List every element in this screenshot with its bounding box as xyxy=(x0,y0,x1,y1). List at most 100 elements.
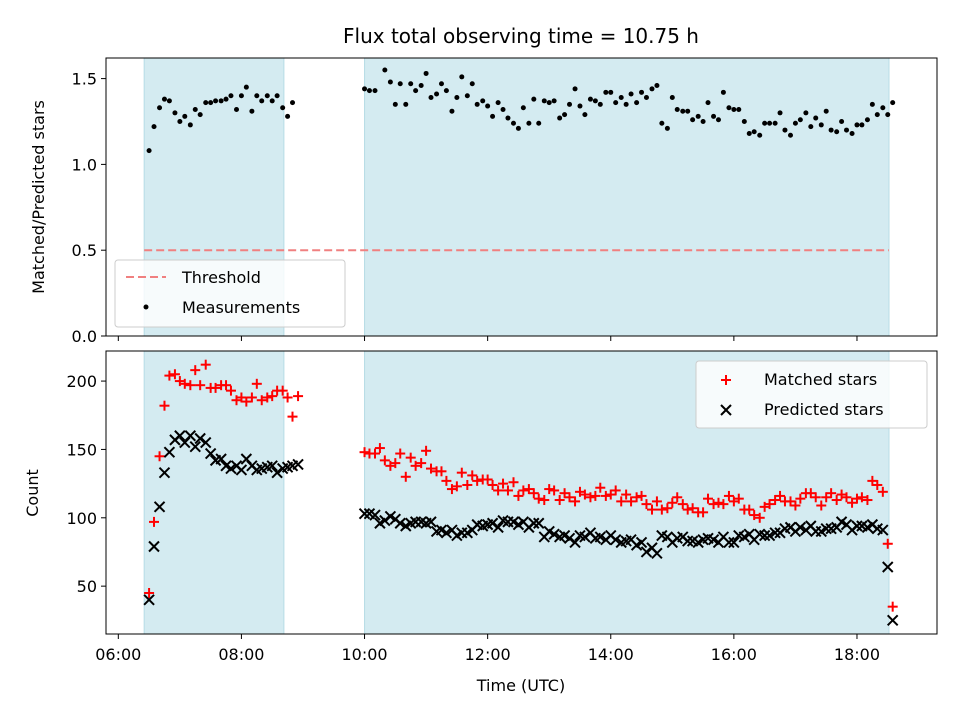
measurement-point xyxy=(510,120,516,126)
measurement-point xyxy=(546,100,552,106)
matched-star-point xyxy=(662,503,673,514)
matched-star-point xyxy=(872,479,883,490)
matched-star-point xyxy=(595,482,606,493)
predicted-star-point xyxy=(763,529,776,542)
matched-star-point xyxy=(487,479,498,490)
measurement-point xyxy=(762,120,768,126)
matched-star-point xyxy=(733,493,744,504)
measurement-point xyxy=(628,91,634,97)
matched-star-point xyxy=(400,471,411,482)
ratio-y-tick-label: 1.0 xyxy=(72,155,97,174)
measurement-point xyxy=(551,98,557,104)
measurement-point xyxy=(777,110,783,116)
predicted-star-point xyxy=(528,517,540,529)
predicted-star-point xyxy=(143,594,155,606)
measurement-point xyxy=(711,113,717,119)
matched-star-point xyxy=(579,489,590,500)
matched-star-point xyxy=(554,495,565,506)
matched-star-point xyxy=(646,504,657,515)
predicted-star-point xyxy=(189,440,201,453)
count-legend: Matched stars Predicted stars xyxy=(695,360,928,429)
x-tick-label: 10:00 xyxy=(341,645,387,664)
matched-star-point xyxy=(744,504,755,515)
x-tick-label: 16:00 xyxy=(711,645,757,664)
matched-star-point xyxy=(651,496,662,507)
predicted-star-point xyxy=(492,521,504,534)
measurement-point xyxy=(731,106,737,112)
matched-star-point xyxy=(359,447,370,458)
measurement-point xyxy=(618,94,624,100)
measurement-point xyxy=(859,122,865,128)
measurement-point xyxy=(223,96,229,102)
predicted-star-point xyxy=(794,521,807,534)
measurement-point xyxy=(608,89,614,95)
count-y-tick-label: 100 xyxy=(66,509,97,528)
measurement-point xyxy=(557,115,563,121)
predicted-star-point xyxy=(681,535,694,547)
predicted-star-point xyxy=(225,462,237,475)
legend-threshold-label: Threshold xyxy=(181,268,261,287)
measurement-point xyxy=(757,132,763,138)
measurement-point xyxy=(531,96,537,102)
count-legend-box xyxy=(695,360,928,429)
x-tick-label: 12:00 xyxy=(465,645,511,664)
matched-star-point xyxy=(549,485,560,496)
predicted-star-point xyxy=(292,458,304,471)
ratio-legend: Threshold Measurements xyxy=(114,259,346,328)
measurement-point xyxy=(526,120,532,126)
measurement-point xyxy=(259,98,265,104)
matched-star-point xyxy=(282,392,293,403)
matched-star-point xyxy=(441,475,452,486)
measurement-point xyxy=(736,106,742,112)
measurement-point xyxy=(813,115,819,121)
measurement-point xyxy=(449,108,455,114)
matched-star-point xyxy=(641,499,652,510)
matched-star-point xyxy=(539,495,550,506)
measurement-point xyxy=(664,125,670,131)
measurement-point xyxy=(792,120,798,126)
matched-star-point xyxy=(616,496,627,507)
measurement-point xyxy=(726,105,732,111)
matched-star-point xyxy=(210,382,221,393)
measurement-point xyxy=(880,105,886,111)
measurement-point xyxy=(690,117,696,123)
matched-star-point xyxy=(451,481,462,492)
measurement-point xyxy=(520,105,526,111)
matched-star-point xyxy=(795,493,806,504)
predicted-star-point xyxy=(266,460,278,472)
measurement-point xyxy=(705,100,711,106)
measurement-point xyxy=(203,100,209,106)
measurement-point xyxy=(146,148,152,154)
measurement-point xyxy=(854,122,860,128)
matched-star-point xyxy=(416,458,427,469)
measurement-point xyxy=(443,88,449,94)
matched-star-point xyxy=(498,478,509,489)
x-tick-label: 06:00 xyxy=(95,645,141,664)
measurement-point xyxy=(567,101,573,107)
matched-star-point xyxy=(493,485,504,496)
matched-star-point xyxy=(472,475,483,486)
predicted-star-point xyxy=(877,524,889,536)
measurement-point xyxy=(157,105,163,111)
measurement-point xyxy=(587,96,593,102)
measurement-point xyxy=(772,120,778,126)
matched-star-point xyxy=(564,492,575,503)
matched-star-point xyxy=(713,497,724,508)
measurement-point xyxy=(715,117,721,123)
measurement-point xyxy=(782,127,788,133)
measurement-point xyxy=(285,113,291,119)
predicted-star-point xyxy=(200,436,212,449)
predicted-star-point xyxy=(548,528,560,540)
matched-star-point xyxy=(379,455,390,466)
measurement-point xyxy=(639,89,645,95)
measurement-point xyxy=(818,122,824,128)
matched-star-point xyxy=(159,400,170,411)
measurement-point xyxy=(869,101,875,107)
measurement-point xyxy=(751,129,757,135)
predicted-star-point xyxy=(769,527,781,539)
matched-star-point xyxy=(585,492,596,503)
measurement-point xyxy=(562,112,568,118)
predicted-star-point xyxy=(851,520,863,532)
predicted-star-point xyxy=(594,531,606,543)
predicted-star-point xyxy=(163,446,176,458)
